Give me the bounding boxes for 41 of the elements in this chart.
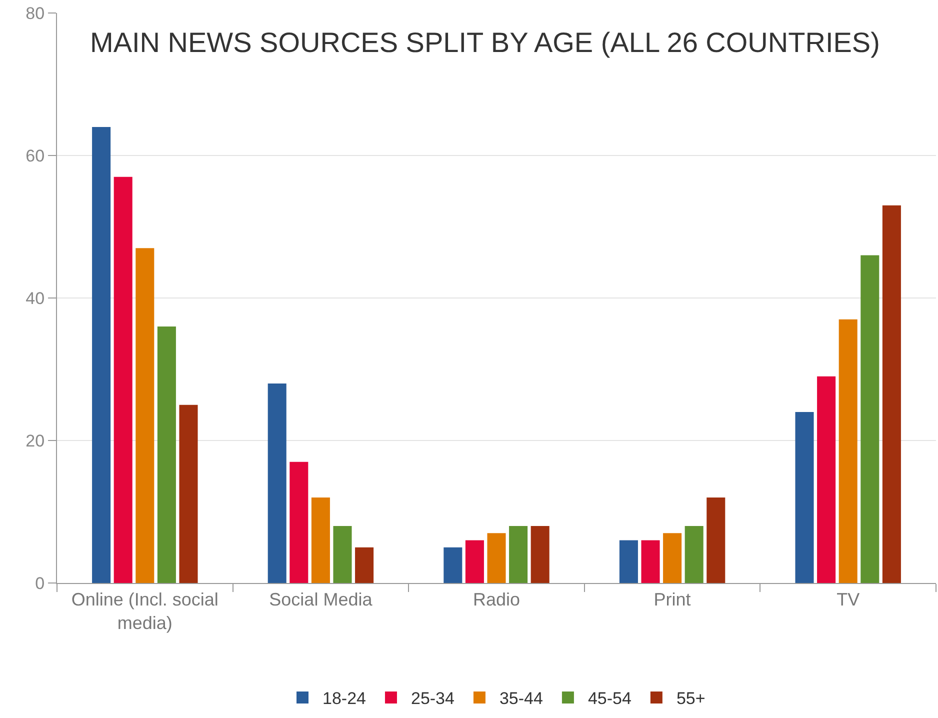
y-tick-label: 40 — [26, 288, 45, 308]
bar — [355, 547, 374, 583]
bar — [268, 384, 286, 583]
bar — [706, 498, 726, 583]
bar — [114, 176, 132, 583]
x-tick-label: Online (Incl. social media) — [71, 590, 218, 633]
bar — [795, 412, 814, 583]
bar — [530, 526, 550, 583]
legend-label: 45-54 — [588, 689, 632, 708]
y-tick-label: 80 — [26, 4, 45, 23]
y-tick-label: 20 — [26, 431, 45, 450]
legend-label: 18-24 — [322, 689, 366, 708]
bar — [619, 540, 638, 583]
legend-label: 35-44 — [499, 689, 543, 708]
bar — [882, 205, 901, 583]
bar — [487, 533, 506, 583]
bar — [684, 526, 704, 583]
bar — [663, 533, 682, 583]
x-tick-label: Social Media — [269, 590, 374, 610]
bar — [333, 526, 352, 583]
x-tick-label: Print — [654, 590, 691, 610]
x-tick-label: Radio — [472, 590, 520, 610]
bar — [509, 526, 528, 583]
bar — [817, 376, 836, 583]
x-tick-label: TV — [836, 590, 860, 610]
legend-label: 25-34 — [410, 689, 454, 708]
bar — [290, 462, 308, 583]
bar — [641, 540, 660, 583]
y-tick-label: 0 — [35, 574, 45, 593]
bar — [860, 255, 880, 583]
bar — [179, 404, 198, 583]
legend-label: 55+ — [676, 689, 706, 708]
bar — [92, 127, 111, 583]
bar — [311, 498, 330, 583]
bar — [444, 547, 462, 583]
y-tick-label: 60 — [26, 146, 45, 166]
bar — [157, 326, 176, 583]
bar — [838, 319, 858, 583]
bar — [136, 248, 154, 583]
text: MAIN NEWS SOURCES SPLIT BY AGE (ALL 26 COUNTRIES) — [90, 26, 880, 58]
bar — [465, 540, 484, 583]
